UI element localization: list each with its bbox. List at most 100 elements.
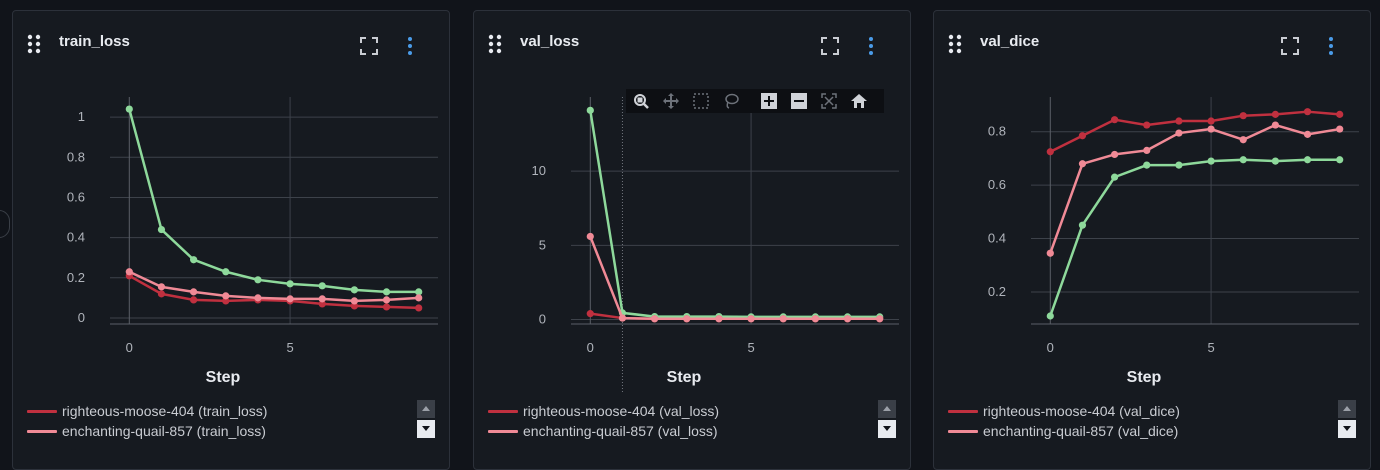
data-point[interactable]: [350, 286, 358, 294]
more-options-icon[interactable]: [866, 36, 876, 56]
drag-handle-icon[interactable]: [27, 34, 41, 54]
line-chart[interactable]: 0 5 10 0 5: [474, 81, 904, 394]
fullscreen-icon[interactable]: [820, 36, 840, 56]
data-point[interactable]: [350, 297, 358, 305]
data-point[interactable]: [318, 300, 326, 308]
pan-button[interactable]: [656, 89, 686, 113]
data-point[interactable]: [254, 294, 262, 302]
data-point[interactable]: [318, 282, 326, 290]
data-point[interactable]: [1046, 312, 1054, 320]
data-point[interactable]: [157, 225, 166, 234]
series-line[interactable]: [589, 236, 880, 321]
data-point[interactable]: [190, 296, 198, 304]
data-point[interactable]: [190, 288, 198, 296]
series-line[interactable]: [589, 110, 880, 319]
data-point[interactable]: [1207, 157, 1215, 165]
data-point[interactable]: [1303, 130, 1312, 138]
series-line[interactable]: [128, 274, 419, 310]
data-point[interactable]: [415, 288, 423, 296]
data-point[interactable]: [1336, 156, 1344, 164]
zoom-in-button[interactable]: [754, 89, 784, 113]
data-point[interactable]: [747, 315, 755, 323]
data-point[interactable]: [1143, 161, 1151, 169]
data-point[interactable]: [1046, 249, 1054, 257]
line-chart[interactable]: 0.2 0.4 0.6 0.8 0 5: [934, 81, 1364, 361]
data-point[interactable]: [1303, 108, 1312, 116]
data-point[interactable]: [1046, 148, 1054, 156]
data-point[interactable]: [415, 304, 423, 312]
data-point[interactable]: [350, 302, 358, 310]
data-point[interactable]: [1239, 136, 1247, 144]
zoom-out-button[interactable]: [784, 89, 814, 113]
data-point[interactable]: [1111, 150, 1119, 159]
data-point[interactable]: [157, 283, 166, 291]
data-point[interactable]: [876, 315, 884, 323]
data-point[interactable]: [1175, 129, 1183, 137]
data-point[interactable]: [1336, 125, 1344, 133]
legend-item[interactable]: righteous-moose-404 (val_dice): [948, 401, 1180, 421]
series-line[interactable]: [128, 108, 419, 294]
data-point[interactable]: [286, 295, 294, 303]
legend-item[interactable]: enchanting-quail-857 (train_loss): [27, 421, 267, 441]
data-point[interactable]: [1303, 156, 1312, 164]
legend-item[interactable]: righteous-moose-404 (train_loss): [27, 401, 267, 421]
legend-scroll-up-button[interactable]: [878, 400, 896, 418]
reset-axes-button[interactable]: [844, 89, 874, 113]
box-select-button[interactable]: [686, 89, 716, 113]
data-point[interactable]: [382, 303, 391, 311]
data-point[interactable]: [715, 315, 723, 323]
data-point[interactable]: [157, 290, 166, 298]
data-point[interactable]: [125, 268, 133, 276]
data-point[interactable]: [651, 315, 659, 323]
data-point[interactable]: [222, 268, 230, 276]
data-point[interactable]: [843, 315, 852, 323]
data-point[interactable]: [586, 106, 594, 114]
data-point[interactable]: [382, 288, 391, 296]
data-point[interactable]: [222, 297, 230, 305]
legend-item[interactable]: enchanting-quail-857 (val_loss): [488, 421, 719, 441]
legend-item[interactable]: enchanting-quail-857 (val_dice): [948, 421, 1180, 441]
data-point[interactable]: [1207, 117, 1215, 125]
data-point[interactable]: [1207, 125, 1215, 133]
data-point[interactable]: [222, 292, 230, 300]
data-point[interactable]: [586, 310, 594, 318]
drag-handle-icon[interactable]: [948, 34, 962, 54]
fullscreen-icon[interactable]: [1280, 36, 1300, 56]
series-line[interactable]: [128, 270, 419, 303]
data-point[interactable]: [382, 296, 391, 304]
legend-scroll-down-button[interactable]: [417, 420, 435, 438]
series-line[interactable]: [1049, 158, 1340, 317]
data-point[interactable]: [318, 295, 326, 303]
drag-handle-icon[interactable]: [488, 34, 502, 54]
data-point[interactable]: [779, 315, 787, 323]
lasso-select-button[interactable]: [716, 89, 746, 113]
legend-scroll-down-button[interactable]: [1338, 420, 1356, 438]
series-line[interactable]: [1049, 110, 1340, 153]
line-chart[interactable]: 0 0.2 0.4 0.6 0.8 1 0 5: [13, 81, 443, 361]
data-point[interactable]: [1111, 116, 1119, 124]
data-point[interactable]: [1271, 110, 1279, 118]
data-point[interactable]: [1078, 221, 1087, 229]
data-point[interactable]: [415, 294, 423, 302]
legend-scroll-up-button[interactable]: [417, 400, 435, 418]
data-point[interactable]: [1239, 156, 1247, 164]
data-point[interactable]: [1143, 146, 1151, 155]
more-options-icon[interactable]: [405, 36, 415, 56]
series-line[interactable]: [1049, 123, 1340, 254]
data-point[interactable]: [254, 276, 262, 284]
data-point[interactable]: [811, 315, 819, 323]
data-point[interactable]: [1078, 132, 1087, 140]
data-point[interactable]: [1239, 112, 1247, 120]
data-point[interactable]: [125, 105, 133, 113]
data-point[interactable]: [618, 314, 627, 322]
data-point[interactable]: [1111, 173, 1119, 181]
data-point[interactable]: [1175, 117, 1183, 125]
data-point[interactable]: [586, 232, 594, 241]
data-point[interactable]: [1271, 157, 1279, 165]
legend-scroll-up-button[interactable]: [1338, 400, 1356, 418]
data-point[interactable]: [1143, 121, 1151, 129]
data-point[interactable]: [683, 315, 691, 323]
data-point[interactable]: [286, 280, 294, 288]
data-point[interactable]: [1175, 161, 1183, 169]
data-point[interactable]: [1078, 160, 1087, 168]
